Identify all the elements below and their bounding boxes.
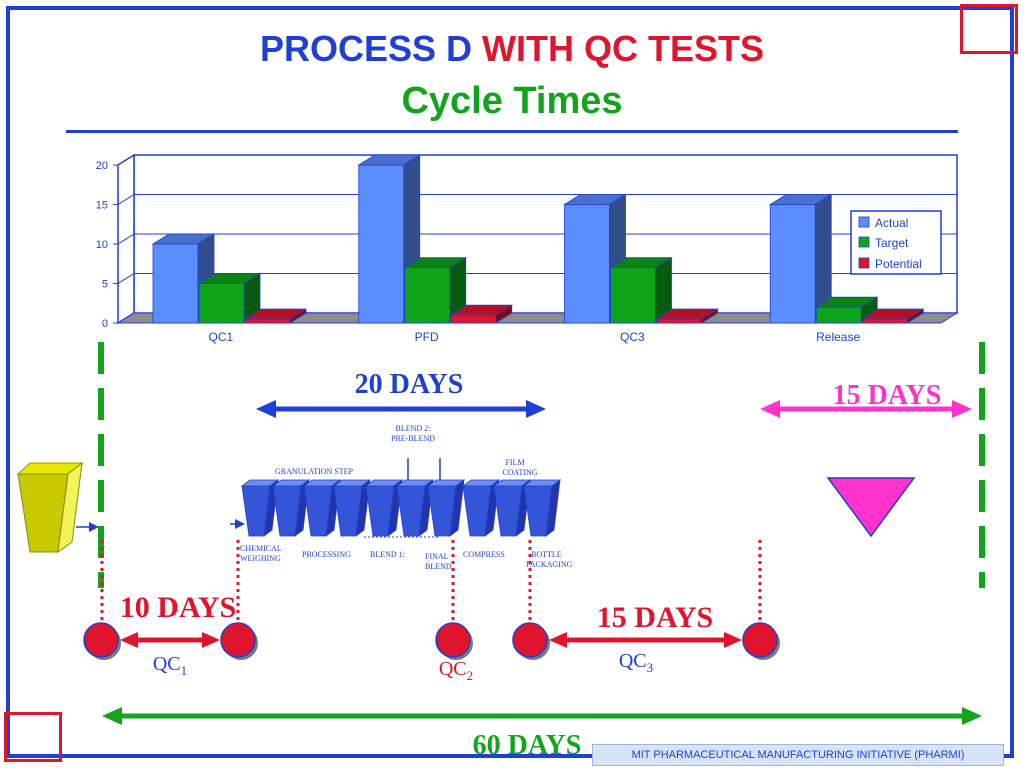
qc2-label: QC2 xyxy=(439,658,473,683)
span-15-days-top-arrowhead-right xyxy=(952,400,972,418)
chart-legend: Actual Target Potential xyxy=(850,210,942,275)
corner-square-top-right xyxy=(960,4,1018,54)
title-process-d: PROCESS D xyxy=(259,28,473,69)
cycle-times-chart: 0 5 10 15 20 QC1 PFD QC3 Release Actual Target … xyxy=(96,153,959,344)
legend-swatch-potential xyxy=(858,257,870,269)
bar-target-qc3 xyxy=(609,256,673,324)
gridline-side-20 xyxy=(117,154,135,166)
bar-target-pfd xyxy=(403,256,468,324)
label-bottle: BOTTLE xyxy=(531,550,562,559)
slide-frame xyxy=(6,6,1014,758)
label-preblend: PRE-BLEND xyxy=(391,434,435,443)
label-compress: COMPRESS xyxy=(463,550,505,559)
label-film: FILM xyxy=(505,458,524,467)
y-tick-label-5: 5 xyxy=(102,279,108,291)
bar-potential-pfd xyxy=(449,304,514,324)
process-hopper-5 xyxy=(364,479,404,537)
title-rule xyxy=(66,130,958,133)
span-20-days-label: 20 DAYS xyxy=(355,369,464,400)
span-60-days-label: 60 DAYS xyxy=(473,730,582,761)
qc3-label: QC3 xyxy=(619,650,653,675)
bar-target-qc1 xyxy=(197,272,262,324)
container-side-face xyxy=(57,461,83,554)
label-packaging: PACKAGING xyxy=(526,560,573,569)
process-hopper-2 xyxy=(271,479,311,537)
qc-dotted-lines xyxy=(100,540,762,624)
node-start xyxy=(83,622,121,660)
process-hopper-3 xyxy=(302,479,342,537)
span-10-days-label: 10 DAYS xyxy=(120,591,236,624)
label-blend: BLEND xyxy=(425,562,452,571)
qc-nodes xyxy=(83,622,780,660)
footer-banner: MIT PHARMACEUTICAL MANUFACTURING INITIAT… xyxy=(592,744,1004,766)
chart-y-ticks: 0 5 10 15 20 xyxy=(96,160,118,330)
inventory-triangle xyxy=(826,477,916,538)
x-label-qc1: QC1 xyxy=(209,330,234,344)
y-tick-label-10: 10 xyxy=(96,239,108,251)
chart-bars xyxy=(151,154,925,324)
gridline-side-15 xyxy=(117,194,135,205)
x-label-qc3: QC3 xyxy=(620,330,645,344)
process-step-labels: BLEND 2: PRE-BLEND GRANULATION STEP FILM… xyxy=(240,424,573,571)
slide-title: PROCESS D WITH QC TESTS xyxy=(0,28,1024,70)
node-qc3-end xyxy=(742,622,780,660)
label-weighing: WEIGHING xyxy=(240,554,281,563)
legend-label-actual: Actual xyxy=(875,216,908,230)
span-15-days-bottom-label: 15 DAYS xyxy=(597,601,713,634)
process-unit-operations xyxy=(240,479,562,537)
span-10-days-arrowhead-left xyxy=(120,632,138,648)
raw-material-container xyxy=(16,461,84,554)
process-hopper-8 xyxy=(461,479,501,537)
legend-label-target: Target xyxy=(875,236,909,250)
bar-potential-qc3 xyxy=(655,308,719,324)
y-tick-label-15: 15 xyxy=(96,200,108,212)
x-label-pfd: PFD xyxy=(415,330,439,344)
qc1-label: QC1 xyxy=(153,653,187,678)
span-10-days-arrowhead-right xyxy=(202,632,220,648)
label-chemical: CHEMICAL xyxy=(240,544,282,553)
slide-subtitle: Cycle Times xyxy=(401,80,623,122)
legend-label-potential: Potential xyxy=(875,257,922,271)
label-final: FINAL xyxy=(425,552,449,561)
title-with-qc-tests: WITH QC TESTS xyxy=(482,28,765,69)
gridline-side-5 xyxy=(117,273,135,284)
x-label-release: Release xyxy=(816,330,860,344)
process-hopper-6 xyxy=(395,479,435,537)
bar-target-release xyxy=(814,296,879,324)
bar-actual-release xyxy=(768,193,833,324)
span-60-days-arrowhead-left xyxy=(102,707,122,725)
node-qc2 xyxy=(435,622,473,660)
process-hopper-7 xyxy=(426,479,466,537)
y-tick-label-20: 20 xyxy=(96,160,108,172)
process-hopper-4 xyxy=(332,479,372,537)
node-qc3-start xyxy=(512,622,550,660)
span-15-days-bottom-arrowhead-right xyxy=(724,632,742,648)
chart-x-labels: QC1 PFD QC3 Release xyxy=(209,330,861,344)
bar-potential-qc1 xyxy=(243,308,308,324)
span-15-days-bottom-arrowhead-left xyxy=(549,632,567,648)
process-hopper-10 xyxy=(522,479,562,537)
node-qc1 xyxy=(220,622,258,660)
label-coating: COATING xyxy=(502,468,537,477)
label-granulation-step: GRANULATION STEP xyxy=(275,467,354,476)
span-15-days-top-arrowhead-left xyxy=(760,400,780,418)
process-hopper-1 xyxy=(240,479,280,537)
corner-square-bottom-left xyxy=(4,712,62,762)
y-tick-label-0: 0 xyxy=(102,318,108,330)
span-20-days-arrowhead-left xyxy=(256,400,276,418)
span-15-days-top-label: 15 DAYS xyxy=(833,380,942,411)
span-60-days-arrowhead-right xyxy=(962,707,982,725)
span-20-days-arrowhead-right xyxy=(526,400,546,418)
label-processing: PROCESSING xyxy=(302,550,351,559)
label-blend1: BLEND 1: xyxy=(370,550,405,559)
legend-swatch-target xyxy=(858,236,870,248)
label-blend2: BLEND 2: xyxy=(396,424,431,433)
bar-potential-release xyxy=(860,308,925,324)
gridline-side-10 xyxy=(117,233,135,245)
legend-swatch-actual xyxy=(858,216,870,228)
